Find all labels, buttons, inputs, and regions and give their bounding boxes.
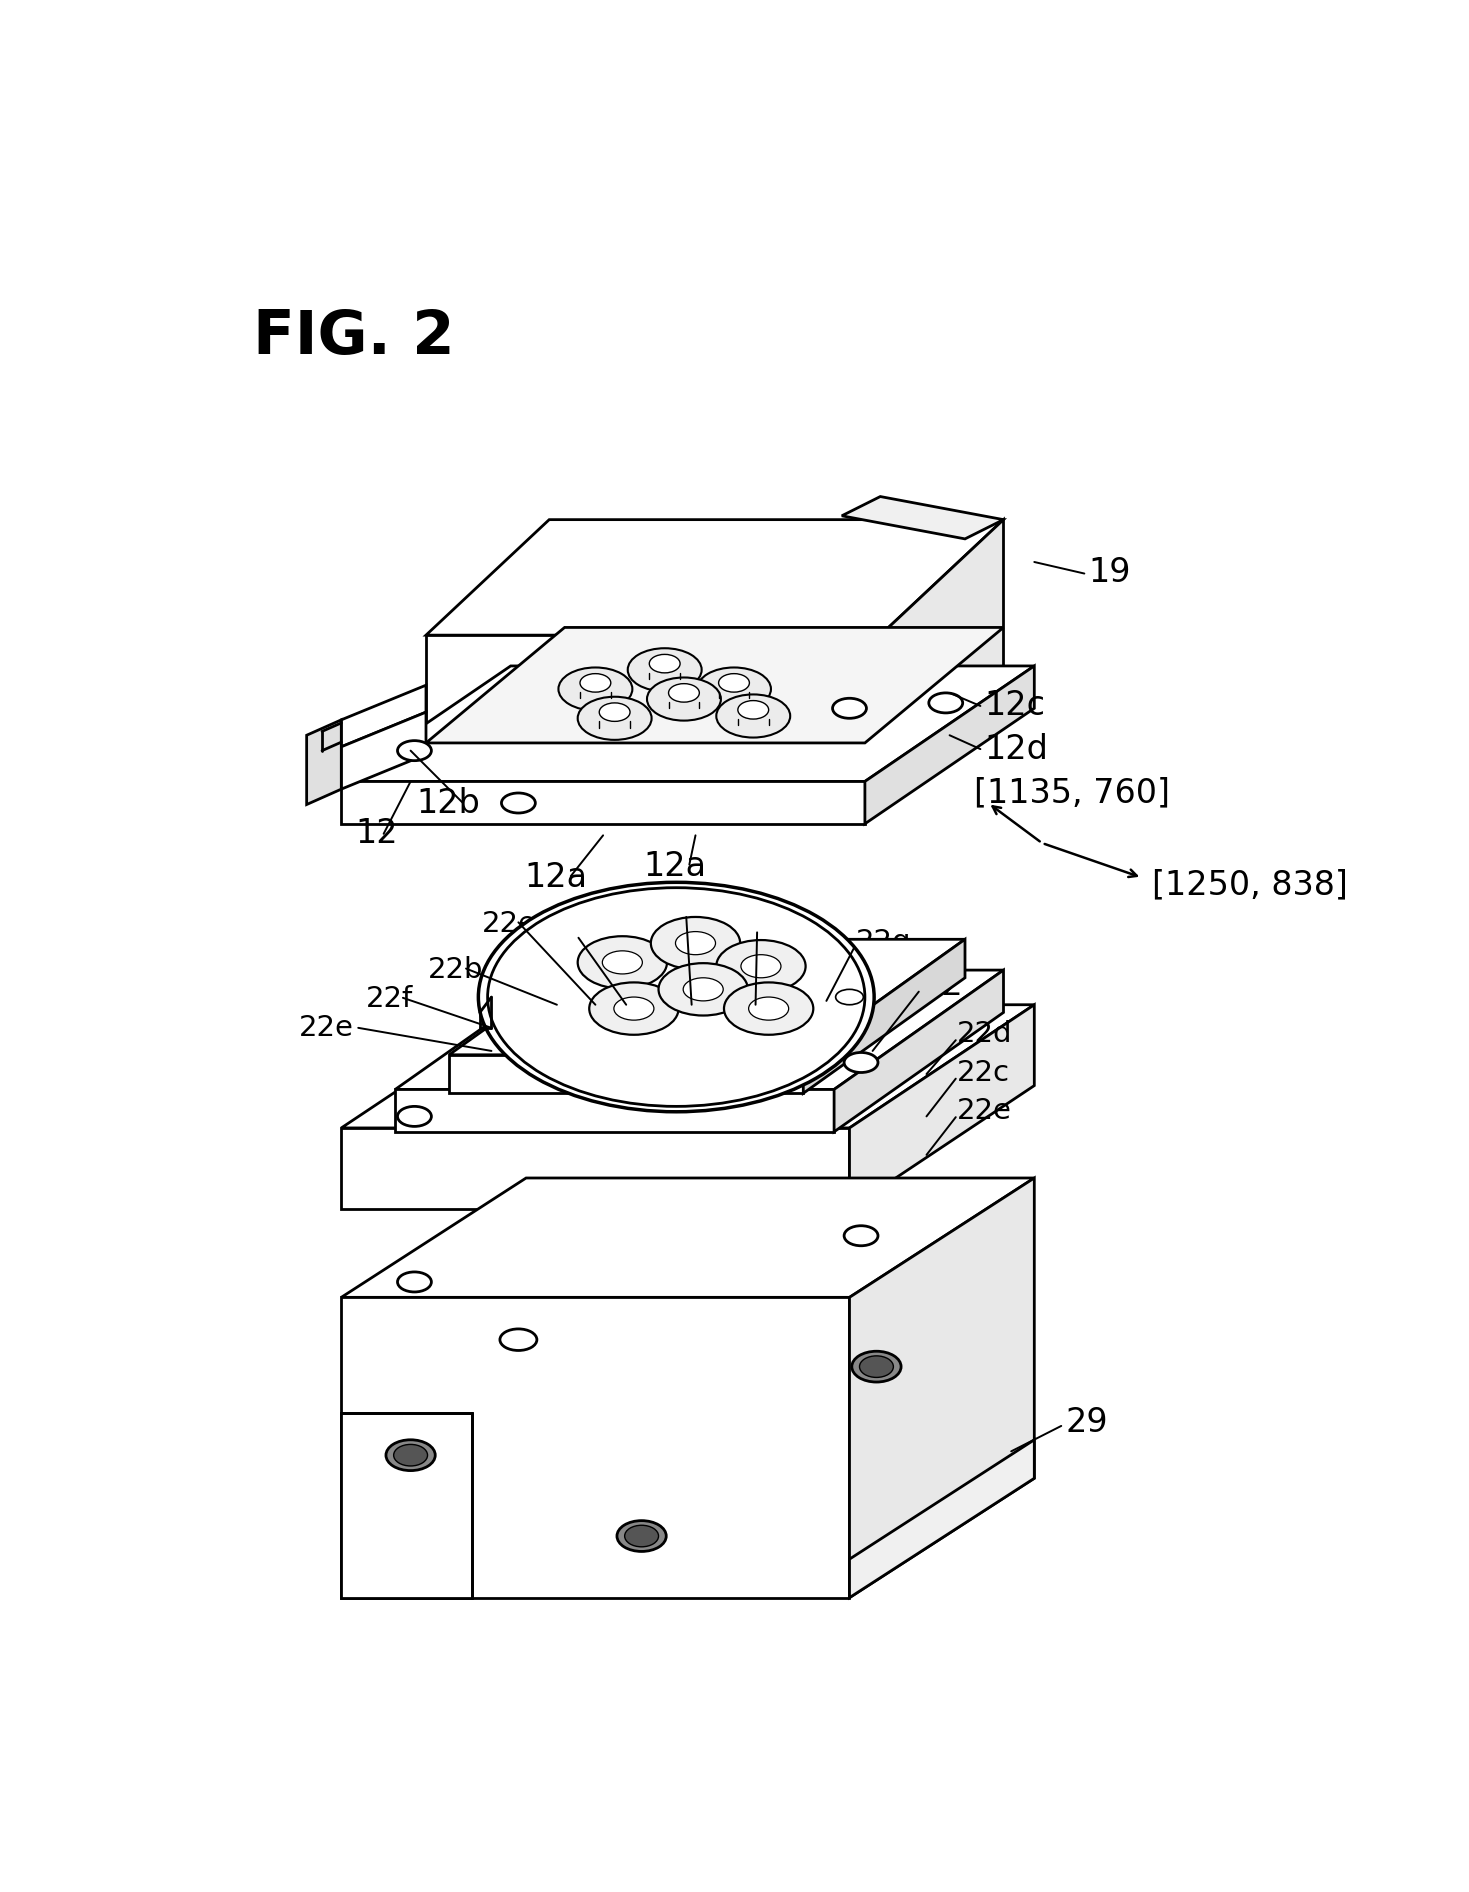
Ellipse shape (651, 918, 740, 969)
Ellipse shape (676, 931, 715, 955)
Ellipse shape (398, 1271, 432, 1292)
Text: 22a: 22a (711, 920, 765, 948)
Text: 22e: 22e (482, 910, 536, 938)
Ellipse shape (668, 683, 699, 702)
Ellipse shape (398, 1107, 432, 1126)
Ellipse shape (845, 1052, 878, 1073)
Text: 12b: 12b (417, 787, 480, 819)
Ellipse shape (602, 952, 642, 974)
Ellipse shape (683, 978, 723, 1001)
Polygon shape (341, 685, 426, 747)
Ellipse shape (624, 1525, 658, 1548)
Text: [1135, 760]: [1135, 760] (974, 776, 1171, 810)
Polygon shape (395, 971, 1003, 1090)
Polygon shape (426, 520, 1003, 636)
Text: 22g: 22g (855, 927, 911, 955)
Ellipse shape (852, 1351, 900, 1381)
Polygon shape (804, 938, 965, 1094)
Ellipse shape (649, 655, 680, 674)
Ellipse shape (479, 882, 874, 1112)
Ellipse shape (718, 674, 749, 692)
Ellipse shape (577, 696, 652, 740)
Text: 22: 22 (921, 969, 964, 1003)
Polygon shape (450, 938, 965, 1056)
Text: 22a: 22a (532, 925, 588, 954)
Text: 12a: 12a (524, 861, 588, 895)
Polygon shape (307, 719, 341, 804)
Ellipse shape (928, 692, 962, 713)
Ellipse shape (488, 887, 865, 1107)
Ellipse shape (724, 982, 814, 1035)
Ellipse shape (658, 963, 748, 1016)
Ellipse shape (386, 1440, 435, 1470)
Text: 22e: 22e (300, 1014, 354, 1042)
Ellipse shape (599, 704, 630, 721)
Text: 12d: 12d (984, 732, 1047, 766)
Ellipse shape (501, 793, 535, 814)
Polygon shape (426, 628, 1003, 744)
Polygon shape (341, 781, 865, 823)
Polygon shape (341, 1179, 1034, 1298)
Text: 12: 12 (355, 817, 398, 850)
Polygon shape (849, 1440, 1034, 1597)
Polygon shape (834, 971, 1003, 1131)
Polygon shape (849, 1005, 1034, 1209)
Ellipse shape (394, 1444, 427, 1466)
Ellipse shape (627, 649, 702, 691)
Text: 12c: 12c (984, 689, 1046, 723)
Text: 22c: 22c (958, 1058, 1011, 1086)
Polygon shape (341, 711, 426, 789)
Text: 22f: 22f (366, 986, 413, 1014)
Ellipse shape (717, 940, 805, 993)
Ellipse shape (737, 700, 768, 719)
Ellipse shape (836, 990, 864, 1005)
Ellipse shape (740, 955, 782, 978)
Polygon shape (341, 1413, 472, 1597)
Polygon shape (865, 666, 1034, 823)
Ellipse shape (499, 1328, 536, 1351)
Ellipse shape (696, 668, 771, 711)
Text: 22e: 22e (649, 904, 704, 933)
Ellipse shape (589, 982, 679, 1035)
Polygon shape (341, 666, 1034, 781)
Ellipse shape (749, 997, 789, 1020)
Text: [1250, 838]: [1250, 838] (1152, 868, 1349, 902)
Polygon shape (849, 1179, 1034, 1597)
Ellipse shape (617, 1521, 667, 1551)
Text: 22e: 22e (958, 1097, 1012, 1126)
Ellipse shape (558, 668, 632, 711)
Ellipse shape (646, 677, 721, 721)
Polygon shape (341, 1128, 849, 1209)
Text: 19: 19 (1089, 556, 1131, 588)
Polygon shape (341, 1298, 849, 1597)
Text: FIG. 2: FIG. 2 (253, 308, 454, 367)
Polygon shape (341, 1005, 1034, 1128)
Ellipse shape (845, 1226, 878, 1245)
Polygon shape (426, 636, 880, 781)
Text: 22d: 22d (958, 1020, 1012, 1048)
Polygon shape (880, 520, 1003, 781)
Ellipse shape (859, 1357, 893, 1377)
Polygon shape (395, 1090, 834, 1131)
Ellipse shape (833, 698, 867, 719)
Text: 12a: 12a (643, 850, 707, 884)
Ellipse shape (614, 997, 654, 1020)
Ellipse shape (398, 740, 432, 761)
Ellipse shape (717, 694, 790, 738)
Ellipse shape (580, 674, 611, 692)
Text: 29: 29 (1065, 1406, 1108, 1440)
Polygon shape (450, 1056, 804, 1094)
Ellipse shape (577, 937, 667, 990)
Text: 22b: 22b (427, 955, 483, 984)
Polygon shape (842, 496, 1003, 539)
